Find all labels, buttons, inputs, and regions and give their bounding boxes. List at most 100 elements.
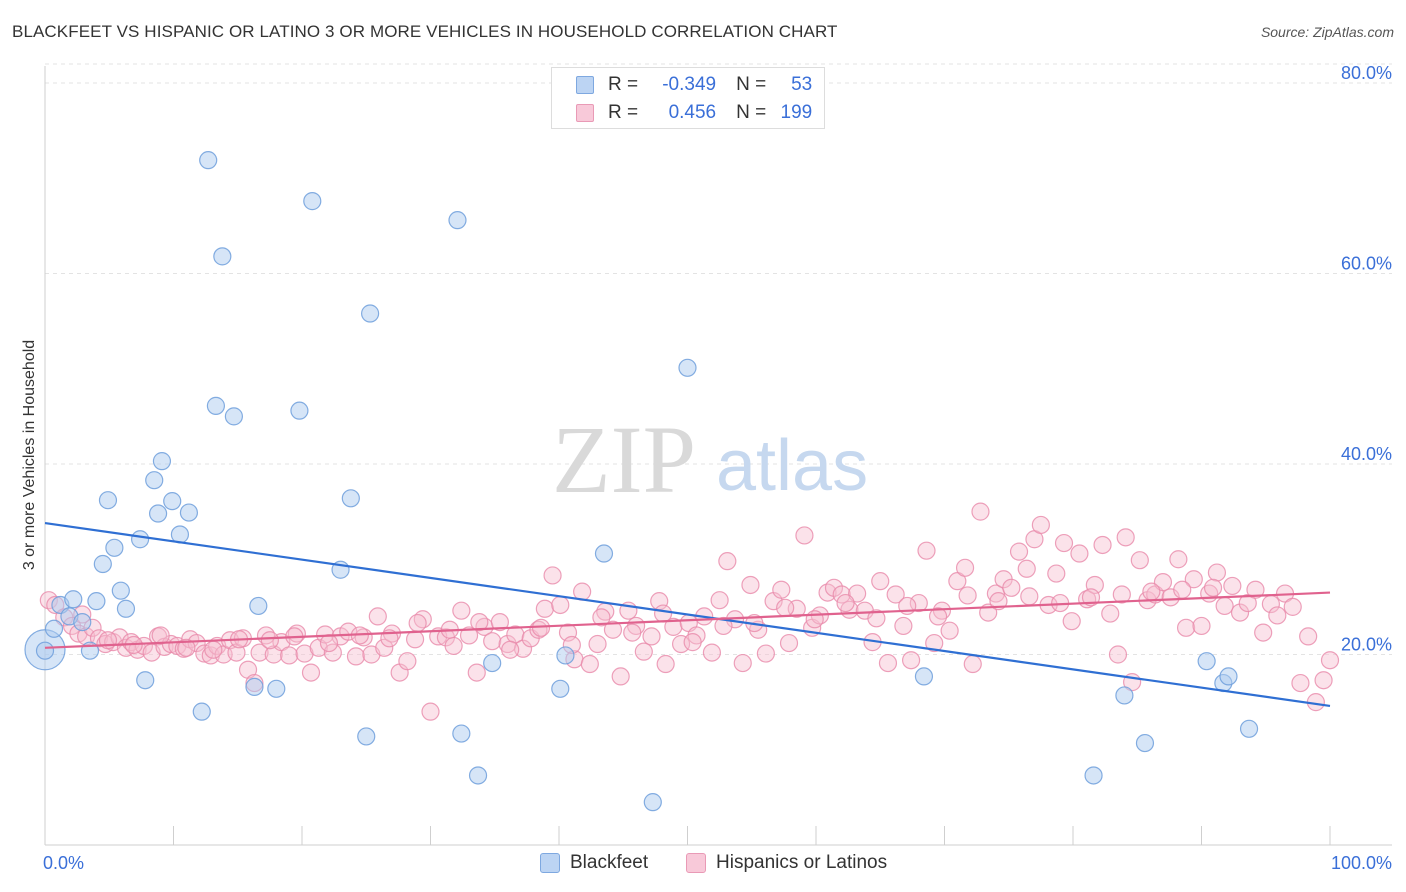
blackfeet-point xyxy=(1115,686,1134,705)
blackfeet-point xyxy=(152,452,172,471)
hispanic-point xyxy=(948,572,967,591)
blackfeet-point xyxy=(136,671,155,690)
r-value: 0.456 xyxy=(668,102,717,123)
correlation-legend: R = -0.349 N = 53 R = 0.456 N = 199 xyxy=(551,67,825,129)
hispanic-point xyxy=(250,643,269,662)
watermark: ZIP atlas xyxy=(552,406,868,513)
y-tick-label: 60.0% xyxy=(1341,254,1392,274)
hispanic-point xyxy=(653,604,673,623)
gridlines xyxy=(45,63,1392,655)
hispanic-point xyxy=(421,702,440,721)
hispanic-point xyxy=(1173,580,1192,599)
legend-item-hispanic: Hispanics or Latinos xyxy=(686,852,887,874)
hispanic-point xyxy=(467,663,486,682)
blackfeet-point xyxy=(678,358,697,377)
blackfeet-trend-line xyxy=(44,521,1331,708)
hispanic-point xyxy=(634,642,653,661)
hispanic-point xyxy=(452,601,471,620)
axes xyxy=(44,66,1392,846)
hispanic-point xyxy=(1142,582,1161,601)
blackfeet-point xyxy=(213,247,232,266)
blackfeet-point xyxy=(551,679,570,698)
hispanic-point xyxy=(955,558,975,577)
trend-lines xyxy=(44,521,1331,708)
hispanic-point xyxy=(368,607,387,626)
hispanic-point xyxy=(1238,593,1257,613)
blackfeet-point xyxy=(145,471,164,490)
blackfeet-point xyxy=(361,304,380,323)
hispanic-point xyxy=(1223,576,1242,596)
hispanic-point xyxy=(1017,559,1036,578)
hispanic-point xyxy=(971,502,990,521)
hispanic-point xyxy=(710,591,729,610)
hispanic-point xyxy=(323,643,342,662)
hispanic-point xyxy=(1169,550,1188,569)
blackfeet-point xyxy=(1197,652,1216,671)
watermark-zip: ZIP xyxy=(552,406,696,513)
legend-label-blackfeet: Blackfeet xyxy=(570,852,649,873)
legend-row-hispanic: R = 0.456 N = 199 xyxy=(552,99,812,127)
hispanic-point xyxy=(611,667,630,686)
hispanic-point xyxy=(702,643,722,662)
hispanic-point xyxy=(909,593,928,613)
hispanic-point xyxy=(398,652,417,671)
blackfeet-point xyxy=(35,641,55,660)
hispanic-point xyxy=(878,653,898,673)
hispanic-point xyxy=(459,626,479,645)
blackfeet-point xyxy=(1135,733,1155,753)
hispanic-point xyxy=(588,634,607,654)
blackfeet-point xyxy=(179,503,199,522)
x-tick-label: 0.0% xyxy=(43,853,84,873)
hispanic-point xyxy=(772,580,791,599)
hispanic-point xyxy=(1207,563,1227,582)
blackfeet-point xyxy=(199,151,218,170)
blackfeet-point xyxy=(111,581,130,600)
hispanic-point xyxy=(151,626,170,645)
hispanic-point xyxy=(1314,671,1333,690)
legend-label-hispanic: Hispanics or Latinos xyxy=(716,852,888,873)
blackfeet-point xyxy=(224,407,243,426)
blackfeet-point xyxy=(1239,719,1259,738)
n-label: N = xyxy=(736,74,767,95)
hispanic-point xyxy=(1116,528,1135,547)
source-credit: Source: ZipAtlas.com xyxy=(1260,24,1394,40)
hispanic-point xyxy=(940,621,959,640)
y-axis-label: 3 or more Vehicles in Household xyxy=(21,339,38,571)
hispanic-point xyxy=(483,632,502,651)
blackfeet-point xyxy=(87,592,106,611)
blackfeet-point xyxy=(206,396,226,415)
hispanic-point xyxy=(917,541,936,560)
blackfeet-point xyxy=(64,590,83,609)
blackfeet-point xyxy=(267,679,286,698)
hispanic-point xyxy=(756,644,775,663)
hispanic-point xyxy=(836,593,855,613)
hispanic-point xyxy=(592,608,611,627)
hispanic-point xyxy=(1047,564,1066,583)
hispanic-point xyxy=(501,640,520,659)
blackfeet-point xyxy=(452,724,471,743)
hispanic-point xyxy=(832,585,851,604)
hispanic-point xyxy=(623,623,642,642)
hispanic-point xyxy=(543,566,562,585)
hispanic-point xyxy=(1062,612,1081,631)
blackfeet-point xyxy=(148,504,168,523)
hispanic-point xyxy=(551,595,570,615)
hispanic-point xyxy=(110,628,129,647)
hispanic-point xyxy=(656,654,675,674)
hispanic-point xyxy=(319,633,339,653)
hispanic-point xyxy=(718,552,737,571)
blackfeet-legend-swatch xyxy=(540,853,560,873)
blackfeet-point xyxy=(163,492,182,511)
hispanic-point xyxy=(779,633,799,653)
hispanic-point xyxy=(1101,604,1120,623)
hispanic-point xyxy=(260,631,279,650)
hispanic-point xyxy=(603,620,623,639)
blackfeet-point xyxy=(341,489,360,508)
legend-row-blackfeet: R = -0.349 N = 53 xyxy=(552,71,812,99)
hispanic-point xyxy=(177,638,196,657)
blackfeet-point xyxy=(73,613,92,632)
hispanic-point xyxy=(375,638,394,657)
n-value: 199 xyxy=(780,102,813,123)
hispanic-point xyxy=(470,613,489,632)
